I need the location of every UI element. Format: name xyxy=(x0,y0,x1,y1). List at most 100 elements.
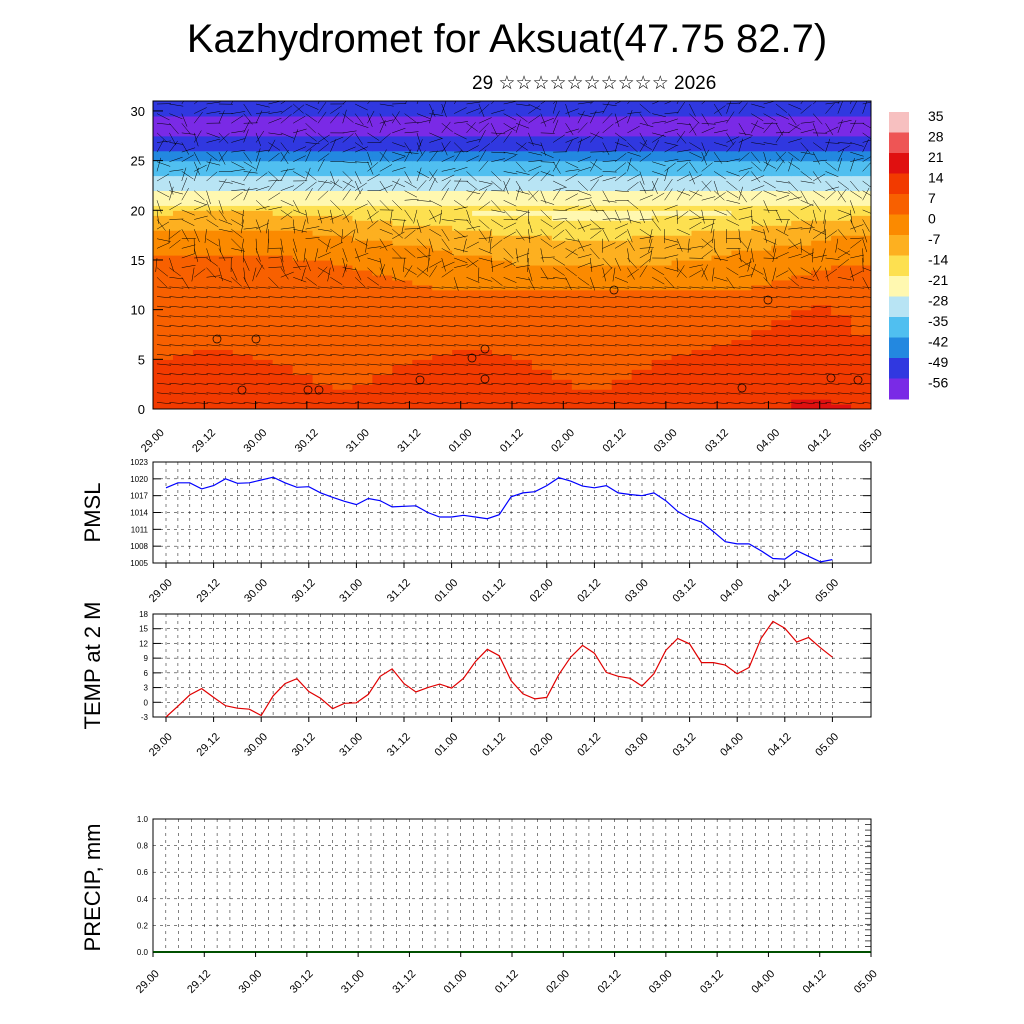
heatmap-cell xyxy=(512,294,533,301)
heatmap-cell xyxy=(392,339,413,346)
wind-barb xyxy=(812,101,817,105)
heatmap-cell xyxy=(751,220,772,226)
wind-barb xyxy=(775,132,790,134)
wind-barb xyxy=(156,242,170,249)
heatmap-cell xyxy=(531,110,553,117)
heatmap-cell xyxy=(172,145,194,152)
heatmap-cell xyxy=(232,384,254,390)
heatmap-cell xyxy=(412,384,433,390)
heatmap-cell xyxy=(531,240,553,246)
heatmap-cell xyxy=(551,230,573,236)
wind-barb xyxy=(649,229,653,243)
heatmap-cell xyxy=(551,155,573,162)
wind-barb xyxy=(775,228,789,236)
wind-barb xyxy=(528,402,543,405)
heatmap-cell xyxy=(232,225,254,231)
heatmap-cell xyxy=(611,314,633,321)
wind-barb xyxy=(453,200,466,209)
wind-barb xyxy=(404,265,413,278)
heatmap-cell xyxy=(512,374,533,380)
wind-barb xyxy=(354,113,364,126)
heatmap-cell xyxy=(352,349,373,355)
wind-barb xyxy=(466,108,480,114)
wind-barb xyxy=(676,130,686,143)
heatmap-cell xyxy=(631,389,653,395)
heatmap-cell xyxy=(711,101,732,107)
heatmap-cell xyxy=(551,175,573,182)
x-tick-label: 31.12 xyxy=(385,731,413,759)
wind-barb xyxy=(206,325,221,328)
wind-barb xyxy=(837,344,852,347)
heatmap-cell xyxy=(771,225,792,231)
wind-barb xyxy=(194,200,208,206)
wind-barb xyxy=(255,222,269,230)
heatmap-cell xyxy=(711,399,732,405)
heatmap-cell xyxy=(272,284,294,291)
heatmap-cell xyxy=(671,190,693,196)
wind-barb xyxy=(713,277,728,282)
wind-barb xyxy=(330,105,343,114)
heatmap-cell xyxy=(432,324,453,331)
heatmap-cell xyxy=(412,279,433,286)
heatmap-cell xyxy=(332,180,354,187)
heatmap-cell xyxy=(851,339,871,346)
wind-barb xyxy=(280,363,295,366)
heatmap-cell xyxy=(651,160,673,167)
heatmap-cell xyxy=(751,319,772,326)
wind-barb xyxy=(553,305,568,308)
wind-barb xyxy=(788,151,800,161)
y-tick-label: 1017 xyxy=(130,492,148,501)
wind-barb xyxy=(676,296,691,299)
wind-barb xyxy=(268,296,283,299)
wind-barb xyxy=(429,113,444,116)
wind-barb xyxy=(404,122,419,124)
heatmap-cell xyxy=(212,324,234,331)
heatmap-cell xyxy=(731,399,752,405)
wind-barb xyxy=(775,130,784,143)
wind-barb xyxy=(763,229,767,243)
wind-barb xyxy=(788,253,802,259)
wind-barb xyxy=(837,363,852,366)
heatmap-cell xyxy=(332,274,354,281)
heatmap-cell xyxy=(571,389,593,395)
heatmap-cell xyxy=(611,175,633,182)
y-tick-label: 15 xyxy=(131,253,145,268)
wind-barb xyxy=(379,184,393,191)
wind-barb xyxy=(231,296,246,299)
wind-barb xyxy=(714,325,729,328)
wind-barb xyxy=(775,180,790,184)
wind-barb xyxy=(701,127,715,134)
heatmap-cell xyxy=(631,269,653,276)
wind-barb xyxy=(466,122,476,134)
wind-barb xyxy=(540,325,555,328)
heatmap-cell xyxy=(372,269,393,276)
wind-barb xyxy=(243,373,258,376)
colorbar-label: -28 xyxy=(928,293,948,309)
heatmap-cell xyxy=(731,170,752,177)
heatmap-cell xyxy=(312,140,334,147)
heatmap-cell xyxy=(212,274,234,281)
x-tick-label: 31.12 xyxy=(395,427,423,455)
heatmap-cell xyxy=(153,250,174,256)
colorbar-swatch xyxy=(889,358,909,379)
heatmap-cell xyxy=(551,145,573,152)
heatmap-cell xyxy=(691,140,713,147)
heatmap-cell xyxy=(831,269,852,276)
heatmap-cell xyxy=(771,369,792,375)
wind-barb xyxy=(218,334,233,337)
wind-barb xyxy=(169,113,183,120)
wind-barb xyxy=(503,373,518,376)
wind-barb xyxy=(590,111,605,114)
heatmap-cell xyxy=(412,105,433,112)
heatmap-cell xyxy=(292,279,314,286)
wind-barb xyxy=(342,305,357,308)
heatmap-cell xyxy=(831,130,852,137)
heatmap-cell xyxy=(851,334,871,341)
wind-barb xyxy=(751,151,761,164)
wind-barb xyxy=(268,363,283,366)
wind-barb xyxy=(453,132,467,140)
heatmap-cell xyxy=(711,125,732,132)
calm-circle xyxy=(467,353,477,363)
heatmap-cell xyxy=(372,250,393,256)
wind-barb xyxy=(503,305,518,308)
